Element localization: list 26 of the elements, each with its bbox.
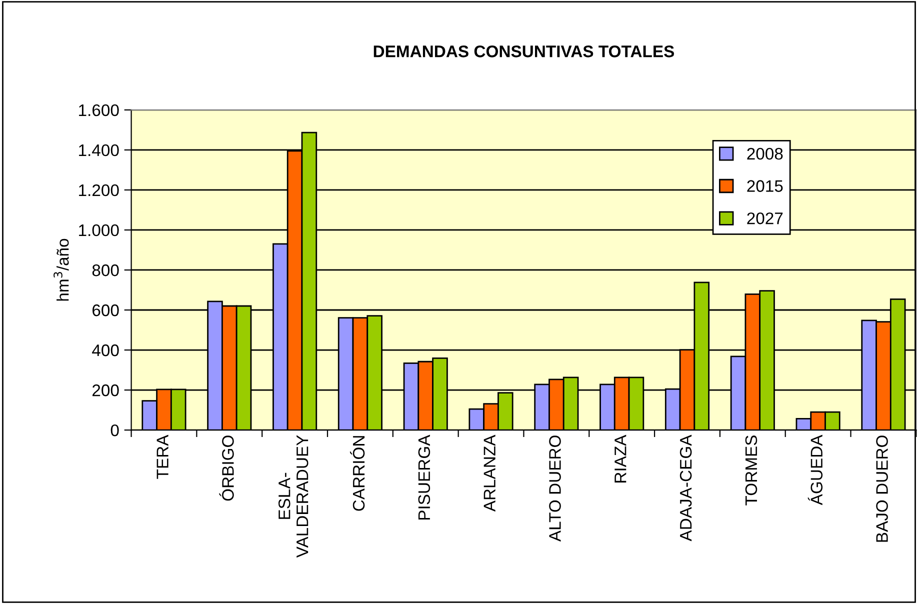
legend-label: 2015 — [747, 180, 783, 192]
x-tick-label: TORMES — [745, 436, 758, 506]
y-tick-label: 1.200 — [79, 184, 119, 196]
y-axis-title: hm$^{3}$/año — [54, 238, 69, 301]
x-tick-label: ADAJA-CEGA — [680, 434, 692, 542]
x-tick-label: ALTO DUERO — [549, 436, 561, 542]
y-tick-label: 1.600 — [79, 104, 119, 116]
x-tick-label: BAJO DUERO — [876, 436, 888, 542]
x-tick-label: TERA — [156, 434, 168, 479]
y-tick-label: 0 — [110, 424, 119, 436]
legend-label: 2008 — [747, 148, 783, 160]
y-tick-label: 1.000 — [79, 224, 119, 236]
y-tick-label: 1.400 — [79, 144, 119, 156]
chart-title: DEMANDAS CONSUNTIVAS TOTALES — [374, 46, 674, 58]
x-tick-label: ÓRBIGO — [219, 436, 234, 501]
x-tick-label: PISUERGA — [418, 434, 430, 520]
y-tick-label: 200 — [92, 384, 119, 396]
x-tick-label: RIAZA — [614, 434, 626, 482]
x-tick-label: ARLANZA — [484, 434, 496, 512]
x-tick-label: CARRIÓN — [350, 436, 365, 511]
x-tick-label: ÁGUEDA — [808, 434, 823, 506]
legend-label: 2027 — [747, 212, 783, 224]
y-tick-label: 400 — [92, 344, 119, 356]
y-tick-label: 800 — [92, 264, 119, 276]
x-tick-label: ESLA- VALDERADUEY — [278, 435, 308, 558]
y-tick-label: 600 — [92, 304, 119, 316]
